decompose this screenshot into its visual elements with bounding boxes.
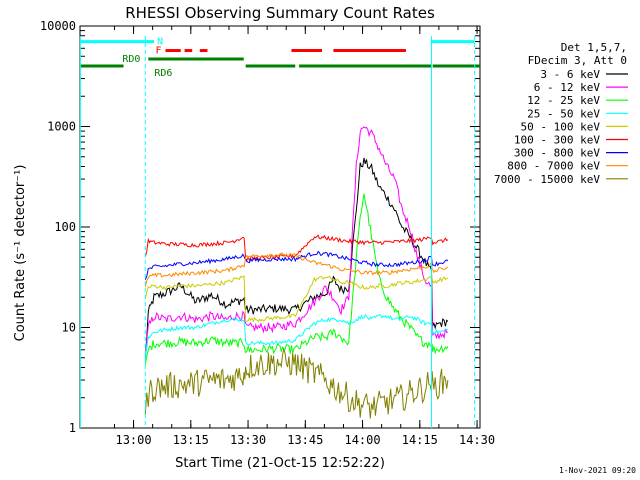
x-axis-ticks: 13:00 13:15 13:30 13:45 14:00 14:15 14:30 (113, 26, 495, 447)
x-tick-label: 14:00 (344, 433, 380, 447)
y-tick-label: 1 (69, 421, 76, 435)
legend-label: 7000 - 15000 keV (494, 173, 600, 186)
flag-label: F (155, 46, 161, 57)
x-tick-label: 13:30 (230, 433, 266, 447)
legend-label: 12 - 25 keV (527, 94, 600, 107)
series-line (144, 314, 448, 358)
legend-label: 100 - 300 keV (514, 134, 600, 147)
series-line (144, 234, 449, 262)
series-line (144, 126, 449, 360)
series-layer (144, 126, 449, 419)
chart-title: RHESSI Observing Summary Count Rates (125, 4, 435, 22)
y-tick-label: 100 (54, 220, 76, 234)
x-tick-label: 13:15 (173, 433, 209, 447)
series-line (144, 193, 449, 365)
y-tick-label: 10 (62, 321, 76, 335)
y-tick-label: 10000 (40, 19, 76, 33)
flag-label: RD0 (122, 54, 140, 65)
x-tick-label: 14:30 (459, 433, 495, 447)
series-line (144, 252, 449, 288)
plot-footer-timestamp: 1-Nov-2021 09:20 (559, 466, 636, 475)
x-tick-label: 14:15 (402, 433, 438, 447)
x-axis-label: Start Time (21-Oct-15 12:52:22) (175, 456, 385, 471)
legend-label: 300 - 800 keV (514, 147, 600, 160)
series-line (144, 275, 449, 323)
plot-border (79, 25, 481, 429)
flag-label: N (157, 37, 163, 48)
series-line (144, 250, 449, 280)
x-tick-label: 13:45 (287, 433, 323, 447)
legend-label: 25 - 50 keV (527, 107, 600, 120)
x-tick-label: 13:00 (115, 433, 151, 447)
legend-header-line-2: FDecim 3, Att 0 (528, 54, 627, 67)
legend-label: 3 - 6 keV (540, 68, 600, 81)
y-axis-ticks: 1 10 100 1000 10000 (40, 19, 480, 435)
legend-label: 800 - 7000 keV (507, 160, 600, 173)
legend-label: 6 - 12 keV (534, 81, 601, 94)
segment-boundaries (79, 36, 476, 428)
flag-layer: NF RD0 RD6 (80, 37, 480, 79)
flag-label: RD6 (154, 68, 172, 79)
legend-header-line-1: Det 1,5,7, (561, 41, 627, 54)
y-axis-label: Count Rate (s⁻¹ detector⁻¹) (13, 165, 28, 342)
series-line (144, 347, 449, 419)
legend-label: 50 - 100 keV (521, 120, 601, 133)
plot-frame (79, 25, 481, 429)
y-tick-label: 1000 (47, 120, 76, 134)
series-line (144, 157, 449, 357)
